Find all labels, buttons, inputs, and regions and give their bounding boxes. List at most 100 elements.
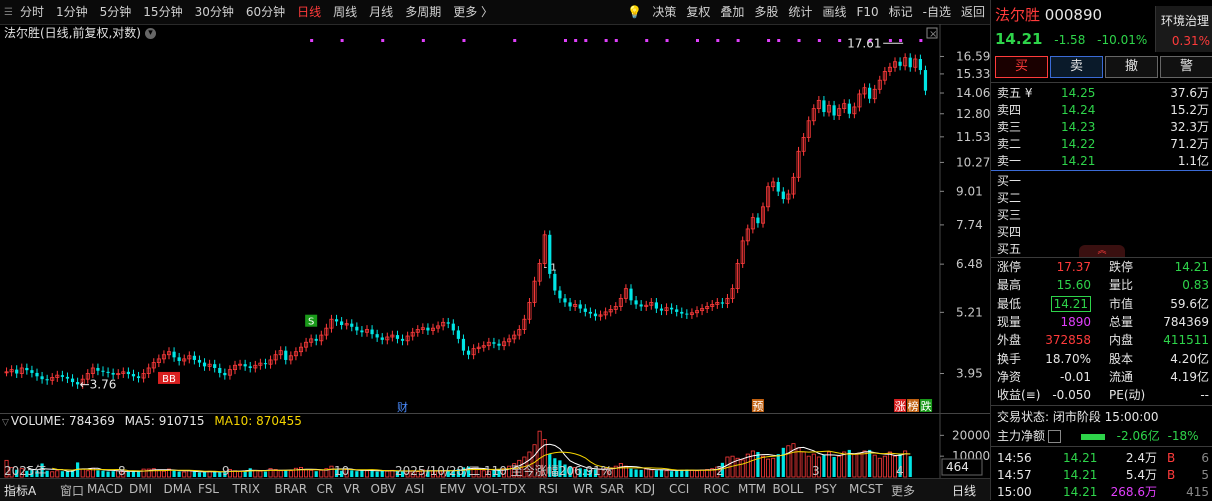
tool-8[interactable]: -自选 [922, 5, 951, 19]
info-icon[interactable] [1048, 430, 1062, 443]
tab-5[interactable]: 60分钟 [245, 5, 286, 19]
tool-3[interactable]: 多股 [754, 5, 779, 19]
candle-body [136, 376, 141, 379]
candle-body [390, 334, 395, 338]
indicator-item[interactable]: TRIX [232, 482, 260, 496]
buy-row[interactable]: 买一 [991, 172, 1212, 190]
trade-button-2[interactable]: 撤 [1105, 56, 1158, 78]
indicator-item[interactable]: ASI [405, 482, 425, 496]
sell-row[interactable]: 卖三 14.23 32.3万 [991, 118, 1212, 136]
indicator-item[interactable]: CR [316, 482, 334, 496]
trade-button-0[interactable]: 买 [995, 56, 1048, 78]
indicator-item[interactable]: WR [573, 482, 594, 496]
indicator-item[interactable]: 窗口 [60, 484, 85, 498]
candle-body [750, 217, 755, 230]
indicator-item[interactable]: SAR [600, 482, 625, 496]
buy-row[interactable]: 买五 [991, 240, 1212, 258]
tab-3[interactable]: 15分钟 [143, 5, 183, 19]
indicator-item[interactable]: DMI [129, 482, 153, 496]
volume-bar [451, 470, 455, 477]
tool-7[interactable]: 标记 [888, 5, 913, 19]
sell-row[interactable]: 卖五 ¥ 14.25 37.6万 [991, 84, 1212, 102]
grip-icon[interactable]: ☰ [4, 6, 13, 18]
volume-bar [705, 469, 710, 478]
stat-value: 4.19亿 [1170, 369, 1209, 384]
close-box-icon[interactable] [926, 27, 938, 39]
volume-bar [786, 445, 791, 478]
candle-body [25, 367, 29, 371]
candle-body [324, 327, 329, 336]
volume-bar [720, 462, 724, 477]
tab-2[interactable]: 5分钟 [99, 5, 132, 19]
tab-0[interactable]: 分时 [20, 5, 45, 19]
indicator-item[interactable]: RSI [538, 482, 559, 496]
buy-row[interactable]: 买三 [991, 206, 1212, 224]
volume-bar [877, 457, 882, 478]
tool-4[interactable]: 统计 [788, 5, 813, 19]
indicator-item[interactable]: FSL [198, 482, 219, 496]
tool-6[interactable]: F10 [856, 5, 879, 19]
trade-button-3[interactable]: 警 [1160, 56, 1212, 78]
tool-5[interactable]: 画线 [822, 5, 847, 19]
volume-bar [161, 470, 166, 478]
expand-icon[interactable]: ︽ [1079, 245, 1125, 257]
tool-1[interactable]: 复权 [686, 5, 711, 19]
tab-8[interactable]: 月线 [369, 5, 394, 19]
indicator-selector[interactable]: 指标A [4, 484, 37, 498]
trade-button-1[interactable]: 卖 [1050, 56, 1103, 78]
candle-body [426, 327, 430, 331]
tool-9[interactable]: 返回 [960, 5, 985, 19]
indicator-item[interactable]: DMA [163, 482, 192, 496]
sell-row[interactable]: 卖四 14.24 15.2万 [991, 101, 1212, 119]
indicator-item[interactable]: VOL-TDX [474, 482, 526, 496]
sell-row[interactable]: 卖一 14.21 1.1亿 [991, 152, 1212, 170]
tab-6[interactable]: 日线 [297, 5, 322, 19]
indicator-item[interactable]: MACD [87, 482, 123, 496]
tab-1[interactable]: 1分钟 [56, 5, 88, 19]
indicator-item[interactable]: BOLL [772, 482, 804, 496]
candle-body [481, 345, 486, 348]
indicator-item[interactable]: MCST [849, 482, 883, 496]
indicator-item[interactable]: ROC [703, 482, 730, 496]
candle-body [720, 302, 724, 304]
signal-dot [665, 39, 669, 42]
candle-body [801, 137, 806, 152]
volume-bar [654, 470, 658, 477]
tab-7[interactable]: 周线 [333, 5, 358, 19]
buy-row[interactable]: 买四 [991, 223, 1212, 241]
volume-bar [273, 469, 278, 478]
indicator-item[interactable]: KDJ [634, 482, 656, 496]
buy-row[interactable]: 买二 [991, 189, 1212, 207]
indicator-item[interactable]: EMV [439, 482, 466, 496]
volume-bar [781, 447, 785, 477]
marker-one-label: - 1 [544, 262, 557, 273]
tab-9[interactable]: 多周期 [405, 5, 442, 19]
volume-bar [166, 468, 171, 478]
buy-label: 买一 [997, 174, 1022, 188]
tab-4[interactable]: 30分钟 [194, 5, 234, 19]
candle-body [476, 346, 481, 350]
stat-row: 涨停 17.37 跌停 14.21 [991, 258, 1212, 276]
indicator-item[interactable]: VR [343, 482, 361, 496]
candle-body [65, 376, 70, 379]
candle-body [304, 341, 309, 348]
indicator-item[interactable]: 更多 [891, 484, 916, 498]
indicator-item[interactable]: PSY [814, 482, 837, 496]
indicator-item[interactable]: OBV [370, 482, 397, 496]
tool-2[interactable]: 叠加 [720, 5, 745, 19]
kline-chart[interactable]: × 16.59 15.33 14.06 12.80 11.53 10.27 9.01 7.74 6… [0, 24, 990, 414]
dropdown-circle-icon[interactable]: ▾ [145, 28, 156, 39]
indicator-item[interactable]: CCI [669, 482, 690, 496]
indicator-item[interactable]: MTM [738, 482, 767, 496]
sector-box[interactable]: 环境治理 0.31% [1155, 6, 1212, 52]
volume-bar [197, 472, 202, 477]
collapse-icon[interactable]: ▽ [2, 418, 9, 428]
tab-10[interactable]: 更多 〉 [453, 5, 494, 19]
sell-row[interactable]: 卖二 14.22 71.2万 [991, 135, 1212, 153]
tool-0[interactable]: 决策 [652, 5, 677, 19]
indicator-item[interactable]: BRAR [274, 482, 308, 496]
candle-body [319, 334, 324, 342]
sell-label: 卖一 [997, 154, 1022, 168]
candle-body [654, 302, 658, 309]
